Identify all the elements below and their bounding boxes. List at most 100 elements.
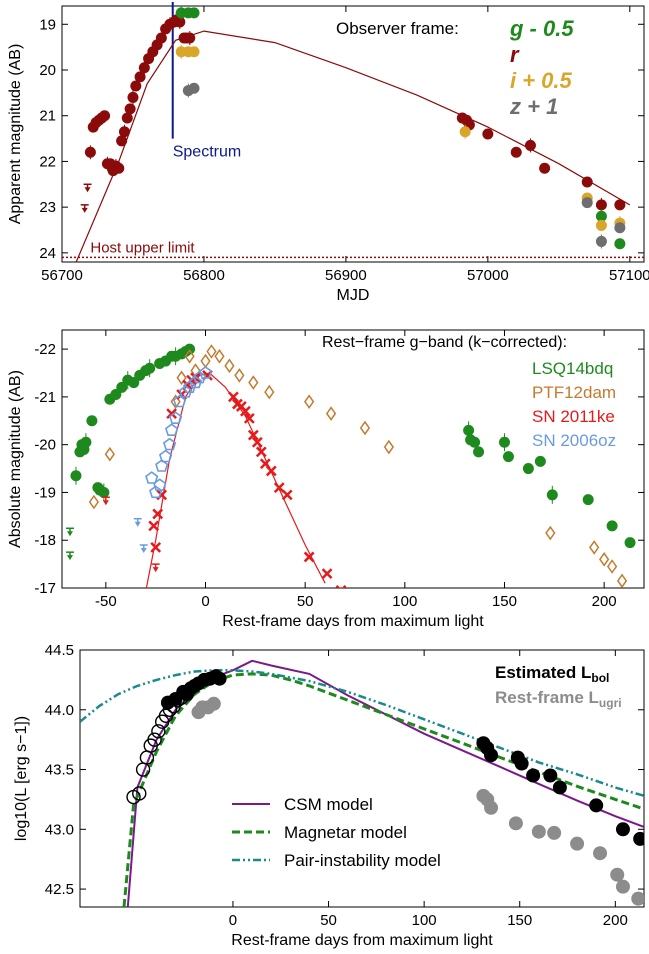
- lsq14bdq-point: [463, 424, 475, 436]
- r-upper-limit-arrow: [84, 187, 91, 193]
- lsq14bdq-point: [582, 494, 594, 506]
- upper-limit-arrow: [66, 555, 73, 561]
- r-band-point: [155, 32, 167, 44]
- x-axis-label: MJD: [337, 287, 370, 304]
- lugri-point: [508, 816, 523, 831]
- x-tick-label: 56800: [183, 267, 225, 284]
- sn2011ke-point: [255, 446, 267, 458]
- lsq14bdq-point: [473, 446, 485, 458]
- sn2011ke-point: [265, 465, 277, 477]
- ptf12dam-point: [176, 370, 187, 386]
- x-tick-label: 200: [592, 593, 617, 610]
- lsq14bdq-point: [70, 470, 82, 482]
- series-sn-2006oz: [133, 366, 213, 553]
- lbol-point: [212, 671, 227, 686]
- lbol-point: [589, 798, 604, 813]
- x-tick-label: 56900: [325, 267, 367, 284]
- y-tick-label: 42.5: [45, 881, 74, 898]
- sn2006oz-point: [145, 471, 159, 484]
- lsq14bdq-point: [144, 362, 156, 374]
- ptf12dam-point: [170, 394, 181, 409]
- legend-subscript: ugri: [599, 696, 622, 710]
- y-tick-label: -17: [34, 580, 56, 597]
- x-tick-label: 0: [201, 593, 209, 610]
- r-band-point: [184, 32, 196, 44]
- legend-label: Rest-frame L: [495, 688, 599, 707]
- sn2006oz-point: [198, 366, 213, 379]
- sn2006oz-point: [188, 375, 203, 389]
- z-band-point: [614, 222, 626, 234]
- z-band-point: [188, 82, 200, 94]
- ptf12dam-point: [88, 494, 100, 510]
- y-tick-label: -19: [34, 484, 56, 501]
- pair-instability-model-curve: [80, 669, 644, 798]
- legend-lugri: Rest-frame Lugri: [495, 688, 622, 710]
- legend-sn2011ke: SN 2011ke: [532, 407, 615, 426]
- r-band-point: [614, 199, 626, 211]
- y-tick-label: 24: [39, 245, 56, 262]
- lbol-point: [615, 822, 630, 837]
- sn2006oz-point: [164, 423, 179, 437]
- sn2011ke-point: [228, 391, 239, 403]
- legend-lbol: Estimated Lbol: [495, 663, 609, 685]
- lbol-open-point: [162, 702, 178, 717]
- r-band-point: [510, 146, 522, 158]
- r-band-point: [130, 80, 142, 92]
- legend-r: r: [510, 42, 520, 67]
- r-band-point: [174, 16, 186, 28]
- x-tick-label: 56700: [41, 267, 83, 284]
- upper-limit-arrow: [102, 500, 109, 506]
- plot-frame: [61, 5, 645, 263]
- x-tick-label: 100: [392, 593, 417, 610]
- sn2006oz-point: [192, 370, 207, 384]
- lbol-point: [484, 748, 499, 763]
- lsq14bdq-point: [80, 436, 92, 448]
- lbol-open-point: [132, 786, 147, 801]
- ptf12dam-point: [606, 559, 618, 574]
- plot-frame: [79, 649, 645, 908]
- x-tick-label: 50: [320, 912, 337, 929]
- upper-limit-arrow: [66, 531, 73, 537]
- r-band-point: [99, 110, 111, 122]
- r-band-point: [482, 128, 494, 140]
- lbol-point: [633, 831, 644, 846]
- csm-model-curve: [126, 659, 644, 907]
- lsq14bdq-point: [534, 455, 546, 467]
- g-band-point: [595, 210, 607, 222]
- y-tick-label: -18: [34, 532, 56, 549]
- legend-g: g - 0.5: [509, 16, 574, 41]
- sn2006oz-point: [172, 394, 187, 408]
- g-band-point: [614, 238, 626, 250]
- lsq14bdq-point: [606, 520, 618, 532]
- legend-label: Estimated L: [495, 663, 591, 682]
- sn2011ke-point: [243, 413, 255, 424]
- sn2011ke-point: [273, 482, 285, 494]
- lugri-point: [484, 800, 499, 815]
- ptf12dam-point: [304, 394, 315, 409]
- lsq14bdq-point: [502, 451, 514, 463]
- lsq14bdq-point: [624, 537, 636, 549]
- y-tick-label: 43.0: [45, 821, 74, 838]
- lsq14bdq-point: [469, 436, 481, 448]
- x-tick-label: 57000: [467, 267, 509, 284]
- lugri-point: [570, 836, 585, 851]
- sn2011ke-point: [321, 568, 333, 580]
- r-band-point: [539, 162, 551, 174]
- upper-limit-arrow: [134, 521, 141, 527]
- lugri-point: [531, 824, 546, 839]
- r-band-point: [84, 146, 96, 158]
- sn2011ke-point: [247, 429, 259, 441]
- y-tick-label: -20: [34, 437, 56, 454]
- ptf12dam-point: [589, 540, 600, 555]
- legend-ptf: PTF12dam: [532, 383, 616, 402]
- lbol-point: [543, 768, 558, 783]
- x-tick-label: 57100: [609, 267, 649, 284]
- y-tick-label: 44.5: [45, 642, 74, 659]
- y-tick-label: 44.0: [45, 702, 74, 719]
- series-sn-2011ke: [101, 370, 347, 588]
- legend-z: z + 1: [509, 94, 558, 119]
- r-band-point: [124, 103, 136, 115]
- ptf12dam-point: [184, 348, 195, 364]
- ptf12dam-point: [545, 525, 556, 541]
- lugri-point: [631, 891, 644, 906]
